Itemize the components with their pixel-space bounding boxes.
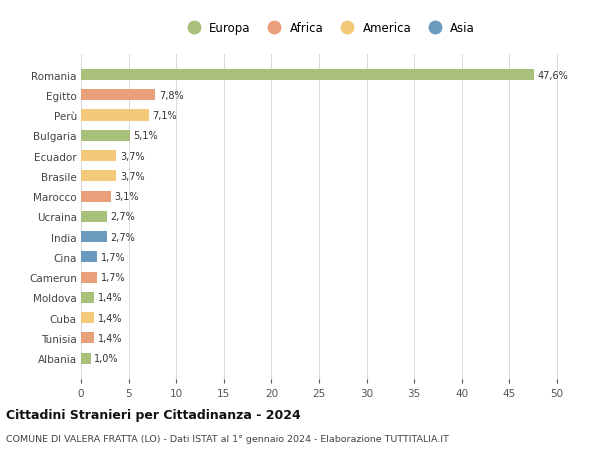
Bar <box>81 292 94 303</box>
Bar <box>81 231 107 243</box>
Bar <box>81 151 116 162</box>
Text: 1,7%: 1,7% <box>101 252 125 262</box>
Bar <box>81 130 130 141</box>
Text: 7,1%: 7,1% <box>152 111 177 121</box>
Bar <box>81 110 149 121</box>
Legend: Europa, Africa, America, Asia: Europa, Africa, America, Asia <box>182 22 475 35</box>
Text: 1,4%: 1,4% <box>98 293 122 303</box>
Text: 1,0%: 1,0% <box>94 353 119 364</box>
Text: 2,7%: 2,7% <box>110 232 135 242</box>
Bar <box>81 272 97 283</box>
Bar <box>81 211 107 223</box>
Text: 3,7%: 3,7% <box>120 151 145 161</box>
Text: 3,7%: 3,7% <box>120 172 145 181</box>
Bar <box>81 333 94 344</box>
Text: 2,7%: 2,7% <box>110 212 135 222</box>
Text: Cittadini Stranieri per Cittadinanza - 2024: Cittadini Stranieri per Cittadinanza - 2… <box>6 408 301 421</box>
Bar <box>81 70 534 81</box>
Bar <box>81 191 110 202</box>
Bar <box>81 171 116 182</box>
Bar <box>81 313 94 324</box>
Text: COMUNE DI VALERA FRATTA (LO) - Dati ISTAT al 1° gennaio 2024 - Elaborazione TUTT: COMUNE DI VALERA FRATTA (LO) - Dati ISTA… <box>6 434 449 442</box>
Text: 1,4%: 1,4% <box>98 313 122 323</box>
Text: 47,6%: 47,6% <box>538 70 569 80</box>
Text: 1,7%: 1,7% <box>101 273 125 283</box>
Text: 3,1%: 3,1% <box>115 192 139 202</box>
Text: 1,4%: 1,4% <box>98 333 122 343</box>
Bar <box>81 90 155 101</box>
Bar <box>81 252 97 263</box>
Text: 5,1%: 5,1% <box>133 131 158 141</box>
Bar <box>81 353 91 364</box>
Text: 7,8%: 7,8% <box>159 90 184 101</box>
